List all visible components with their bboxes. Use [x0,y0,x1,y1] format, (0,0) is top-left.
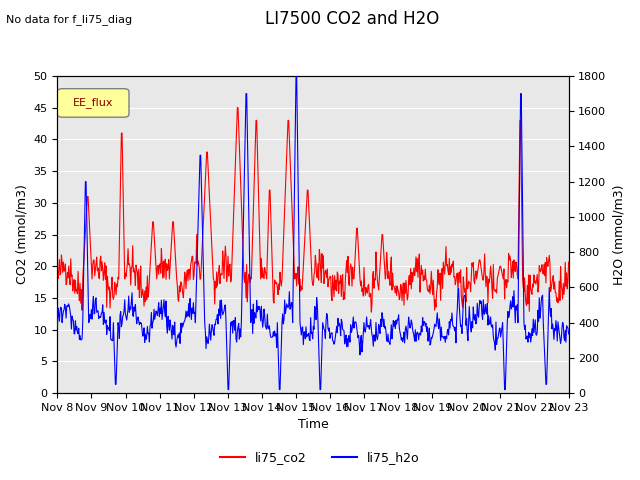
Text: LI7500 CO2 and H2O: LI7500 CO2 and H2O [265,10,439,28]
Text: No data for f_li75_diag: No data for f_li75_diag [6,14,132,25]
Legend: li75_co2, li75_h2o: li75_co2, li75_h2o [215,446,425,469]
X-axis label: Time: Time [298,419,328,432]
Y-axis label: H2O (mmol/m3): H2O (mmol/m3) [612,184,625,285]
Y-axis label: CO2 (mmol/m3): CO2 (mmol/m3) [15,185,28,285]
FancyBboxPatch shape [58,89,129,117]
Text: EE_flux: EE_flux [73,97,113,108]
